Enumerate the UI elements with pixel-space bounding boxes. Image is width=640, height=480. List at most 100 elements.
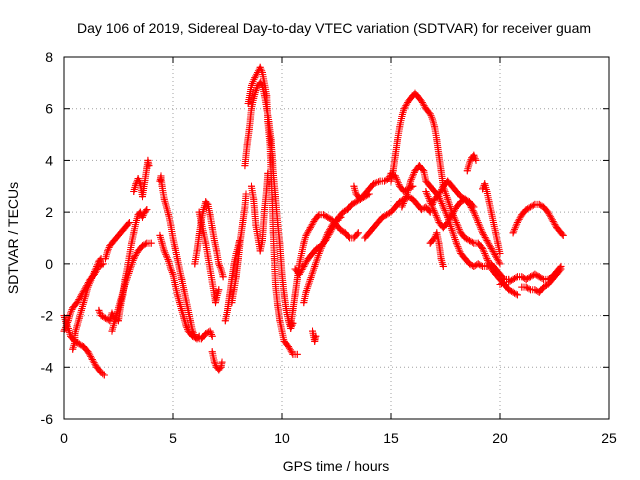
data-point (494, 239, 502, 247)
data-point (197, 218, 205, 226)
data-point (251, 208, 259, 216)
data-point (73, 322, 81, 330)
data-point (67, 332, 75, 340)
series-trace-g (130, 156, 153, 201)
data-point (328, 221, 336, 229)
data-point (88, 273, 96, 281)
data-point (312, 332, 320, 340)
data-marks (60, 63, 567, 379)
data-point (274, 301, 282, 309)
data-point (226, 291, 234, 299)
data-point (420, 167, 428, 175)
data-point (280, 291, 288, 299)
data-point (418, 97, 426, 105)
data-point (128, 239, 136, 247)
series-trace-z (398, 162, 513, 283)
data-point (435, 151, 443, 159)
data-point (221, 317, 229, 325)
data-point (391, 151, 399, 159)
data-point (306, 224, 314, 232)
data-point (256, 247, 264, 255)
data-point (97, 312, 105, 320)
data-point (527, 203, 535, 211)
data-point (513, 291, 521, 299)
data-point (138, 213, 146, 221)
data-point (300, 262, 308, 270)
data-point (237, 234, 245, 242)
data-point (167, 265, 175, 273)
data-point (71, 330, 79, 338)
data-point (278, 270, 286, 278)
data-point (254, 234, 262, 242)
data-point (178, 306, 186, 314)
data-point (106, 317, 114, 325)
data-point (452, 187, 460, 195)
data-point (125, 252, 133, 260)
data-point (228, 299, 236, 307)
data-point (402, 193, 410, 201)
data-point (300, 299, 308, 307)
data-point (82, 291, 90, 299)
data-point (544, 208, 552, 216)
data-point (531, 270, 539, 278)
data-point (263, 185, 271, 193)
data-point (258, 69, 266, 77)
data-point (206, 327, 214, 335)
data-point (465, 237, 473, 245)
data-point (409, 195, 417, 203)
data-point (505, 286, 513, 294)
data-point (84, 283, 92, 291)
data-point (134, 175, 142, 183)
data-point (206, 211, 214, 219)
data-point (509, 288, 517, 296)
data-point (311, 337, 319, 345)
data-point (230, 286, 238, 294)
data-point (448, 211, 456, 219)
x-tick-label: 25 (601, 430, 617, 446)
data-point (69, 345, 77, 353)
data-point (457, 229, 465, 237)
data-point (86, 278, 94, 286)
data-point (125, 218, 133, 226)
data-point (91, 268, 99, 276)
data-point (548, 275, 556, 283)
data-point (302, 231, 310, 239)
data-point (167, 221, 175, 229)
data-point (470, 151, 478, 159)
data-point (404, 97, 412, 105)
data-point (293, 350, 301, 358)
data-point (266, 141, 274, 149)
data-point (144, 156, 152, 164)
series-trace-v (309, 327, 320, 345)
data-point (461, 255, 469, 263)
data-point (191, 260, 199, 268)
data-point (115, 231, 122, 239)
data-point (215, 260, 223, 268)
data-point (418, 206, 426, 214)
data-point (400, 105, 408, 113)
data-point (217, 363, 225, 371)
data-point (341, 229, 349, 237)
data-point (439, 203, 447, 211)
data-point (250, 94, 258, 102)
data-point (134, 247, 142, 255)
y-tick-label: 4 (45, 152, 53, 168)
data-point (496, 260, 504, 268)
data-point (230, 260, 238, 268)
data-point (324, 213, 332, 221)
series-trace-c (69, 255, 105, 353)
data-point (487, 244, 495, 252)
data-point (169, 270, 177, 278)
data-point (465, 159, 473, 167)
data-point (180, 286, 188, 294)
data-point (435, 239, 443, 247)
data-point (210, 237, 218, 245)
data-point (472, 156, 480, 164)
data-point (108, 309, 116, 317)
data-point (437, 255, 445, 263)
series-trace-ae (479, 180, 504, 258)
data-point (535, 200, 543, 208)
series-trace-f (101, 218, 133, 263)
data-point (138, 242, 146, 250)
data-point (125, 268, 133, 276)
